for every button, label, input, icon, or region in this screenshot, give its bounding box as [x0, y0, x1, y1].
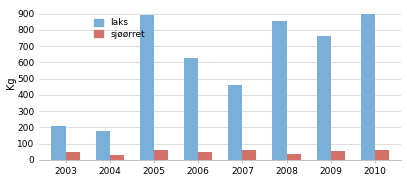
Bar	[66, 153, 80, 160]
Bar	[96, 130, 110, 160]
Bar	[184, 58, 198, 160]
Bar	[198, 153, 212, 160]
Y-axis label: Kg: Kg	[6, 76, 15, 89]
Bar	[272, 21, 287, 160]
Bar	[154, 150, 168, 160]
Legend: laks, sjøørret: laks, sjøørret	[91, 15, 149, 43]
Bar	[317, 36, 331, 160]
Bar	[228, 85, 242, 160]
Bar	[361, 15, 375, 160]
Bar	[140, 15, 154, 160]
Bar	[287, 154, 301, 160]
Bar	[51, 126, 66, 160]
Bar	[331, 151, 345, 160]
Bar	[110, 155, 124, 160]
Bar	[242, 150, 256, 160]
Bar	[375, 150, 389, 160]
